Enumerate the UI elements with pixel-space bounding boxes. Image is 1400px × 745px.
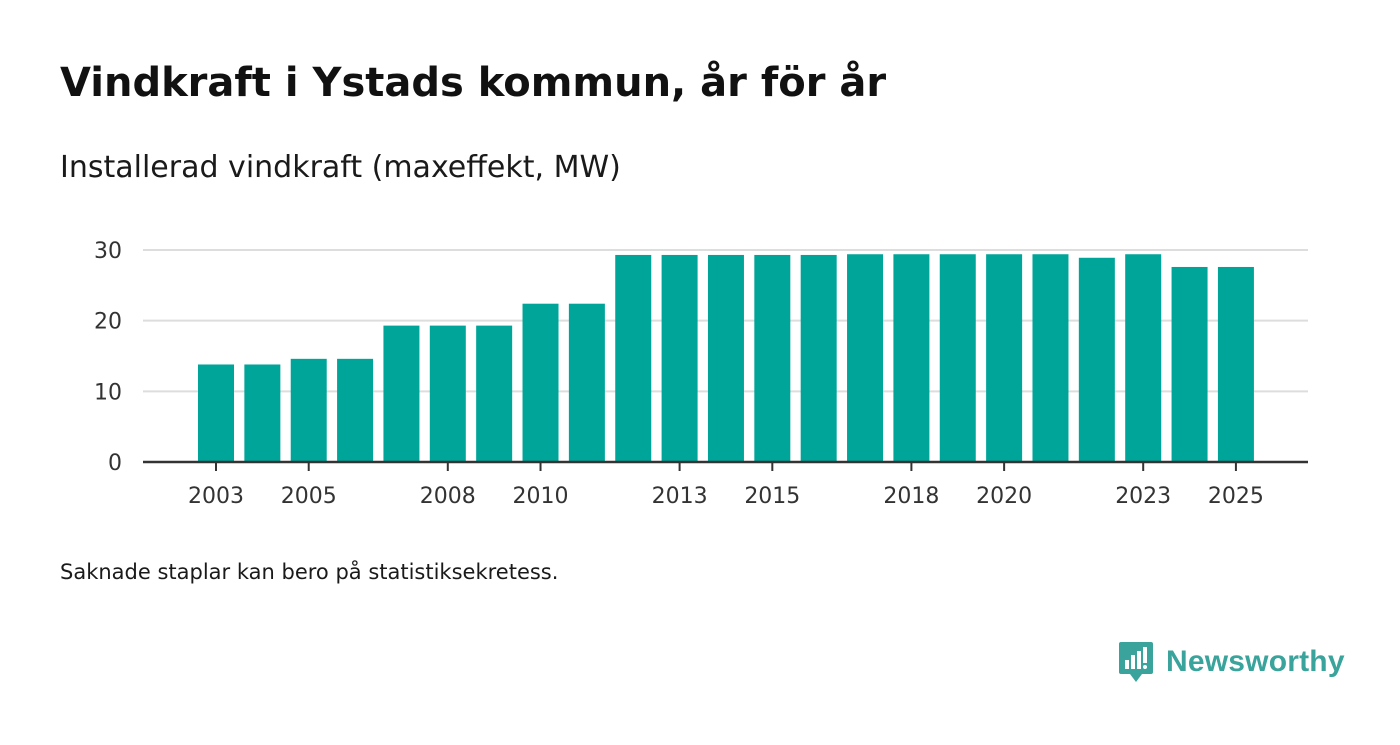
bar-2017[interactable] — [847, 254, 884, 462]
x-tick-label: 2008 — [420, 484, 476, 509]
x-tick-label: 2025 — [1208, 484, 1264, 509]
x-tick-label: 2020 — [976, 484, 1032, 509]
bar-2007[interactable] — [383, 325, 420, 462]
bar-2023[interactable] — [1125, 254, 1162, 462]
bar-2015[interactable] — [754, 254, 791, 462]
bar-2009[interactable] — [476, 325, 513, 462]
x-tick-label: 2013 — [652, 484, 708, 509]
footnote: Saknade staplar kan bero på statistiksek… — [60, 560, 559, 584]
x-tick-label: 2005 — [281, 484, 337, 509]
bar-2016[interactable] — [800, 254, 837, 462]
bar-2008[interactable] — [429, 325, 466, 462]
bar-2014[interactable] — [707, 254, 744, 462]
y-tick-label: 30 — [94, 239, 122, 264]
y-tick-label: 20 — [94, 310, 122, 335]
y-tick-label: 0 — [108, 451, 122, 476]
chart-title: Vindkraft i Ystads kommun, år för år — [60, 60, 887, 106]
bar-2022[interactable] — [1078, 257, 1115, 462]
bar-2006[interactable] — [337, 358, 374, 462]
newsworthy-logo-icon — [1119, 642, 1153, 682]
y-tick-label: 10 — [94, 380, 122, 405]
bar-2018[interactable] — [893, 254, 930, 462]
chart-subtitle: Installerad vindkraft (maxeffekt, MW) — [60, 150, 621, 185]
x-tick-label: 2023 — [1115, 484, 1171, 509]
x-tick-label: 2010 — [513, 484, 569, 509]
bar-2020[interactable] — [986, 254, 1023, 462]
bar-2025[interactable] — [1217, 266, 1254, 462]
bar-2013[interactable] — [661, 254, 698, 462]
bar-2011[interactable] — [568, 303, 605, 462]
bar-2003[interactable] — [198, 364, 234, 462]
bar-2019[interactable] — [939, 254, 976, 462]
bar-2012[interactable] — [615, 254, 652, 462]
bar-2024[interactable] — [1171, 266, 1208, 462]
bar-2021[interactable] — [1032, 254, 1069, 462]
bar-2005[interactable] — [290, 358, 327, 462]
x-tick-label: 2003 — [188, 484, 244, 509]
bar-chart: 0 10 20 30 2003 2005 2008 2010 2013 2015 2018 2020 2… — [94, 239, 1308, 509]
brand-logo[interactable]: Newsworthy — [1118, 640, 1345, 684]
x-tick-label: 2018 — [883, 484, 939, 509]
bar-2010[interactable] — [522, 303, 559, 462]
bar-2004[interactable] — [244, 364, 281, 462]
brand-name: Newsworthy — [1166, 645, 1345, 678]
x-tick-label: 2015 — [744, 484, 800, 509]
